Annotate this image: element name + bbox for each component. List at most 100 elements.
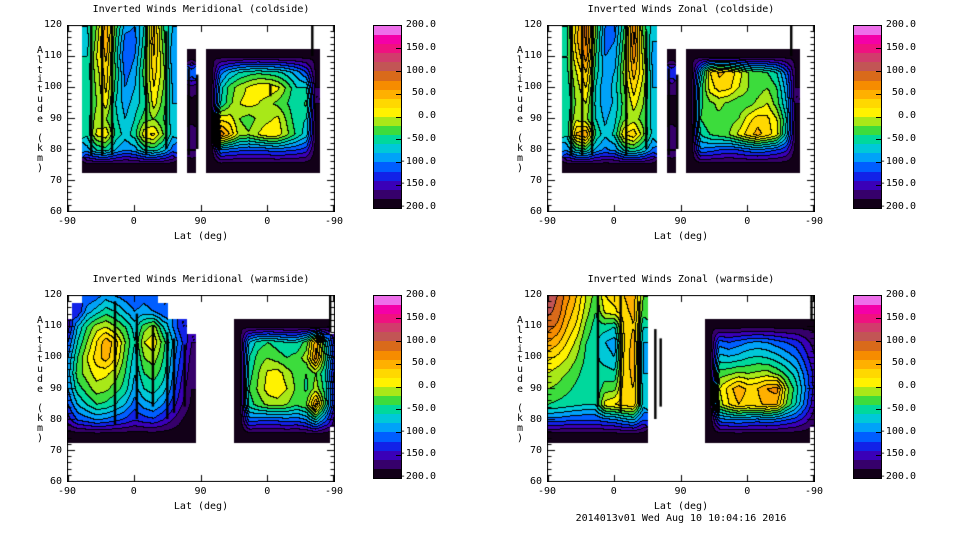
footer-timestamp: 2014013v01 Wed Aug 10 10:04:16 2016 — [575, 513, 787, 524]
panel-title: Inverted Winds Meridional (coldside) — [92, 4, 310, 15]
x-tick-label: 90 — [194, 486, 207, 497]
x-tick-label: -90 — [57, 486, 77, 497]
contour-plot-canvas — [547, 295, 815, 482]
y-axis-label-char: k — [36, 412, 44, 424]
y-axis-label-char: e — [36, 113, 44, 125]
colorbar-tick-label: -200.0 — [399, 471, 436, 482]
colorbar-band — [854, 171, 881, 181]
y-tick-label: 120 — [523, 289, 542, 300]
colorbar-band — [854, 107, 881, 117]
colorbar-band — [374, 459, 401, 469]
colorbar-tick — [876, 93, 881, 95]
y-axis-label-char: ( — [36, 403, 44, 415]
colorbar-band — [854, 350, 881, 360]
y-axis-label-char: i — [36, 74, 44, 86]
colorbar-band — [854, 323, 881, 333]
colorbar-tick — [396, 116, 401, 118]
y-axis-label-char: A — [36, 45, 44, 56]
y-axis-label-char: A — [36, 315, 44, 326]
colorbar-band — [854, 89, 881, 99]
colorbar-band — [374, 198, 401, 208]
colorbar-band — [374, 450, 401, 460]
y-tick-label: 60 — [529, 206, 542, 217]
colorbar-band — [854, 305, 881, 315]
y-axis-label-char: m — [516, 152, 524, 164]
y-axis-label-char: e — [36, 383, 44, 395]
y-axis-label-char: ) — [36, 432, 44, 444]
colorbar-tick-label: 200.0 — [885, 19, 916, 30]
y-axis-label-char: ( — [516, 133, 524, 145]
colorbar-band — [854, 198, 881, 208]
colorbar-tick-label: 150.0 — [885, 41, 916, 53]
colorbar-tick-label: 200.0 — [405, 289, 436, 300]
colorbar-band — [854, 71, 881, 81]
colorbar-tick-label: 0.0 — [417, 110, 436, 121]
colorbar-tick-label: 100.0 — [885, 334, 916, 346]
colorbar-band — [854, 180, 881, 190]
colorbar-tick-label: 150.0 — [405, 311, 436, 323]
colorbar-band — [374, 305, 401, 315]
colorbar-band — [854, 98, 881, 108]
panel-title: Inverted Winds Zonal (warmside) — [587, 274, 775, 285]
colorbar-tick-label: -150.0 — [879, 448, 916, 460]
y-axis-label-char: k — [516, 142, 524, 154]
y-tick-label: 60 — [49, 476, 62, 487]
colorbar-band — [854, 396, 881, 406]
colorbar-band — [854, 44, 881, 54]
y-axis-label-char: l — [516, 54, 524, 66]
colorbar-tick — [396, 48, 401, 50]
colorbar-tick-label: -50.0 — [405, 132, 436, 144]
colorbar-tick — [396, 162, 401, 163]
x-tick-label: 90 — [674, 216, 687, 227]
colorbar-tick-label: -150.0 — [879, 178, 916, 190]
colorbar-band — [374, 153, 401, 163]
colorbar-tick-label: -50.0 — [885, 132, 916, 144]
y-axis-label-char: m — [36, 422, 44, 434]
colorbar-band — [854, 296, 881, 306]
colorbar-tick-label: -50.0 — [885, 402, 916, 414]
colorbar-band — [854, 80, 881, 90]
x-tick-label: 0 — [130, 216, 137, 227]
y-axis-label-char: m — [36, 152, 44, 164]
y-tick-label: 120 — [43, 289, 62, 300]
colorbar-tick-label: 50.0 — [891, 357, 916, 369]
colorbar-tick — [396, 363, 401, 365]
colorbar-tick-label: 50.0 — [411, 357, 436, 369]
y-axis-label-char: t — [36, 84, 44, 96]
y-axis-label-char: t — [516, 354, 524, 366]
y-axis-label-char: d — [36, 373, 44, 385]
colorbar-tick-label: 50.0 — [891, 87, 916, 99]
y-axis-label-char: i — [516, 344, 524, 356]
x-tick-label: -90 — [324, 216, 344, 227]
y-axis-label-char: u — [516, 93, 524, 105]
colorbar-band — [374, 377, 401, 387]
colorbar-tick-label: 100.0 — [405, 64, 436, 76]
contour-plot-canvas — [547, 25, 815, 212]
colorbar-band — [854, 432, 881, 442]
colorbar-tick-label: 100.0 — [405, 334, 436, 346]
colorbar-band — [374, 107, 401, 117]
colorbar-tick — [396, 409, 401, 411]
panel-title: Inverted Winds Meridional (warmside) — [92, 274, 310, 285]
colorbar-tick-label: 0.0 — [897, 380, 916, 391]
colorbar-tick — [876, 454, 881, 456]
y-axis-label-char: e — [516, 113, 524, 125]
y-axis-label-char: d — [36, 103, 44, 115]
colorbar-band — [854, 423, 881, 433]
colorbar-tick-label: 100.0 — [885, 64, 916, 76]
colorbar-band — [854, 386, 881, 397]
colorbar-band — [854, 314, 881, 324]
colorbar-tick — [396, 432, 401, 433]
x-tick-label: -90 — [537, 216, 557, 227]
y-axis-label-char: t — [36, 334, 44, 346]
x-axis-label: Lat (deg) — [653, 231, 709, 242]
y-tick-label: 100 — [523, 81, 542, 93]
colorbar-band — [374, 414, 401, 424]
colorbar-band — [374, 53, 401, 63]
y-tick-label: 100 — [523, 351, 542, 363]
colorbar-band — [374, 26, 401, 36]
